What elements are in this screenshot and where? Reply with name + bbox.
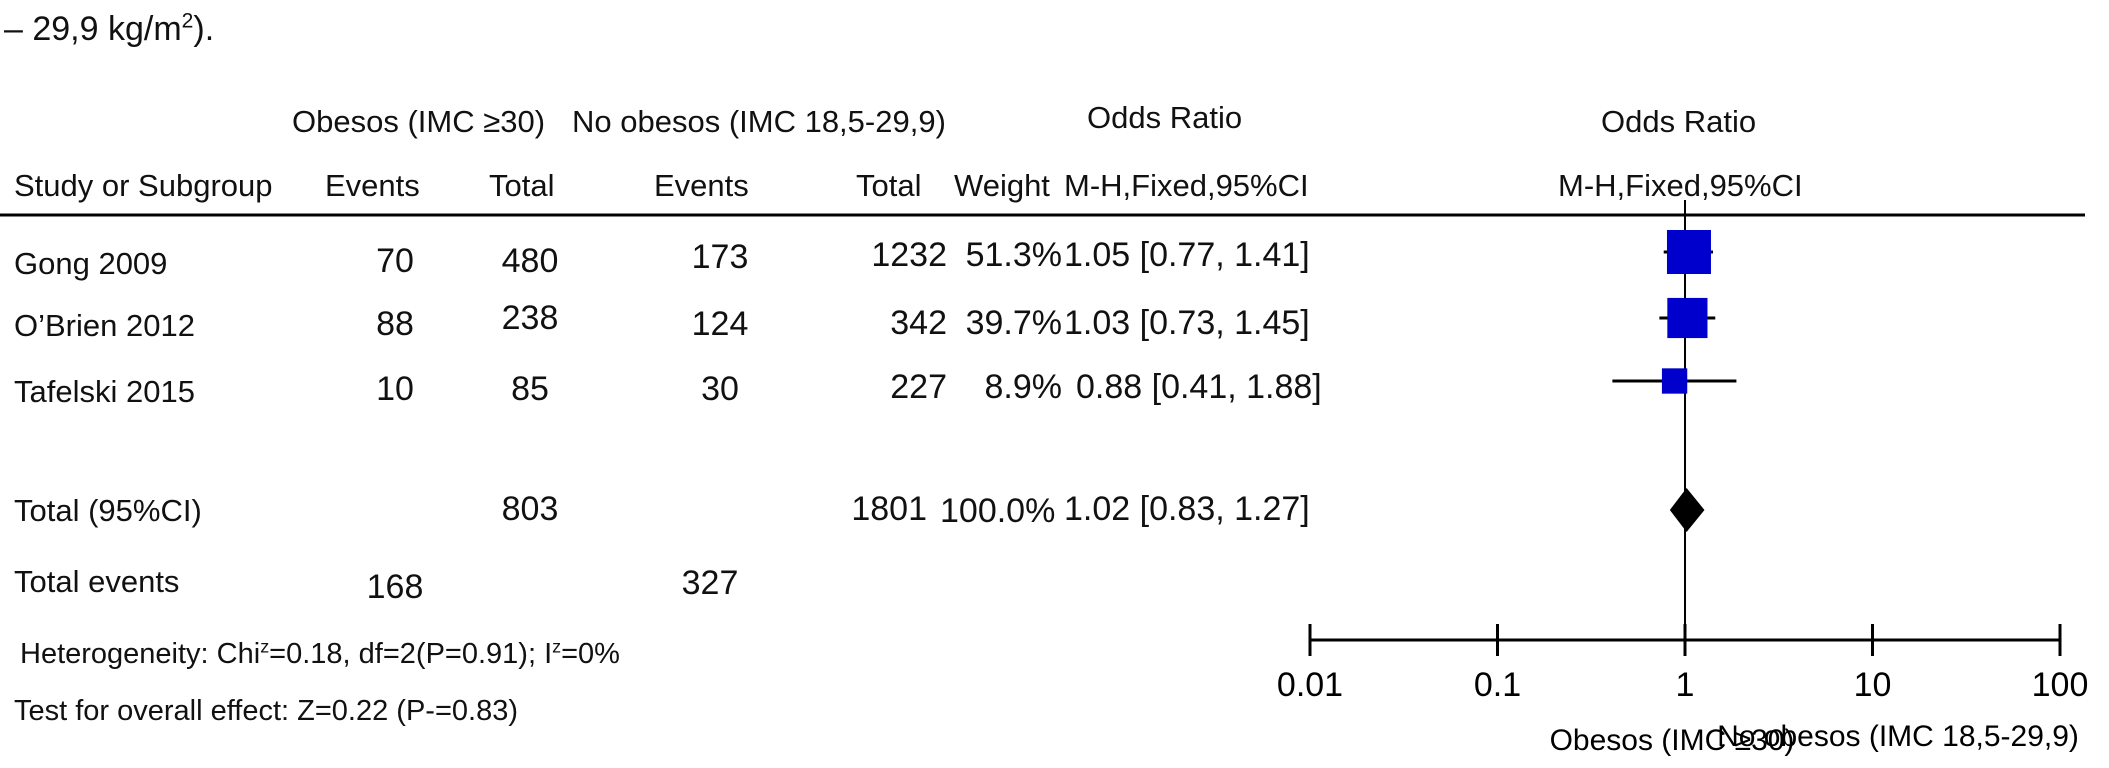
col-events2-header: Events: [654, 168, 749, 203]
study-ci-text: 0.88 [0.41, 1.88]: [1076, 368, 1322, 406]
col-total2-header: Total: [856, 168, 922, 203]
col-method-header: M-H,Fixed,95%CI: [1064, 168, 1309, 203]
x-tick-label: 0.1: [1474, 666, 1521, 704]
total-total1: 803: [501, 490, 559, 528]
plot-marks: 0.01 0.1 1 10 100: [1277, 200, 2088, 704]
axis-left-label: Obesos (IMC ≥30): [1550, 724, 1795, 757]
study-marker: [1667, 297, 1708, 339]
study-marker: [1661, 368, 1688, 394]
total-events2: 327: [681, 564, 739, 602]
group2-header: No obesos (IMC 18,5-29,9): [572, 104, 946, 139]
study-total2: 1232: [871, 236, 947, 274]
study-name: Gong 2009: [14, 246, 168, 281]
total-ci-text: 1.02 [0.83, 1.27]: [1064, 490, 1310, 528]
col-total1-header: Total: [489, 168, 555, 203]
odds-ratio-plot-header: Odds Ratio: [1601, 104, 1757, 139]
study-events1: 70: [376, 242, 414, 280]
pooled-diamond: [1669, 488, 1705, 532]
axis-right-label: No obesos (IMC 18,5-29,9): [1717, 720, 2079, 753]
study-total1: 238: [501, 299, 559, 337]
heterogeneity-text: Heterogeneity: Chiz=0.18, df=2(P=0.91); …: [20, 636, 620, 670]
total-events-label: Total events: [14, 564, 180, 599]
study-total2: 227: [890, 368, 947, 406]
study-events2: 30: [701, 370, 739, 408]
total-events1: 168: [366, 568, 424, 606]
study-marker: [1666, 230, 1711, 274]
study-events1: 88: [376, 305, 414, 343]
study-events1: 10: [376, 370, 414, 408]
caption: – 29,9 kg/m2).: [4, 9, 215, 48]
plot-method-header: M-H,Fixed,95%CI: [1558, 168, 1803, 203]
total-total2: 1801: [851, 490, 927, 528]
study-weight: 39.7%: [965, 304, 1062, 342]
x-tick-label: 100: [2032, 666, 2089, 704]
total-weight: 100.0%: [940, 492, 1056, 530]
study-name: Tafelski 2015: [14, 374, 195, 409]
col-weight-header: Weight: [954, 168, 1050, 203]
odds-ratio-text-header: Odds Ratio: [1087, 100, 1243, 135]
study-total2: 342: [890, 304, 947, 342]
x-tick-label: 1: [1676, 666, 1695, 704]
study-events2: 173: [691, 238, 749, 276]
col-events1-header: Events: [325, 168, 420, 203]
study-events2: 124: [691, 305, 749, 343]
group1-header: Obesos (IMC ≥30): [292, 104, 546, 139]
study-total1: 85: [511, 370, 549, 408]
study-ci-text: 1.03 [0.73, 1.45]: [1064, 304, 1310, 342]
x-tick-label: 0.01: [1277, 666, 1343, 704]
study-ci-text: 1.05 [0.77, 1.41]: [1064, 236, 1310, 274]
study-weight: 8.9%: [984, 368, 1063, 406]
study-name: O’Brien 2012: [14, 308, 195, 343]
overall-effect-text: Test for overall effect: Z=0.22 (P-=0.83…: [14, 695, 518, 727]
total-label: Total (95%CI): [14, 493, 202, 528]
study-total1: 480: [501, 242, 559, 280]
x-tick-label: 10: [1854, 666, 1892, 704]
study-weight: 51.3%: [965, 236, 1062, 274]
col-study-header: Study or Subgroup: [14, 168, 273, 203]
